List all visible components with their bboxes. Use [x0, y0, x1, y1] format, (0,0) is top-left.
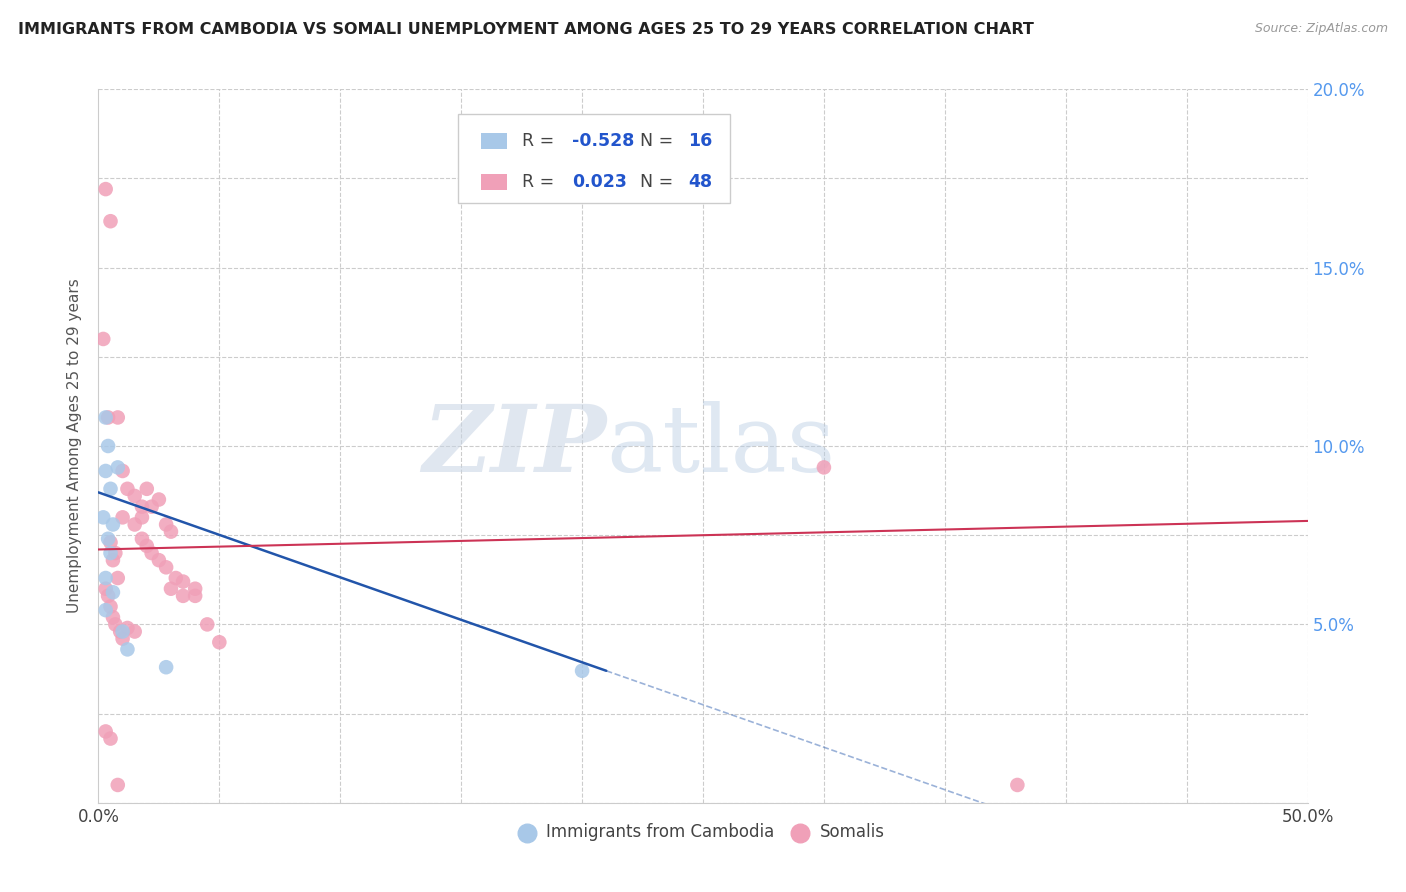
Point	[97, 410, 120, 425]
Text: ZIP: ZIP	[422, 401, 606, 491]
Point	[165, 571, 187, 585]
Point	[101, 553, 124, 567]
Point	[100, 482, 122, 496]
Point	[148, 492, 170, 507]
Point	[108, 624, 131, 639]
Point	[100, 535, 122, 549]
Text: 48: 48	[689, 173, 713, 191]
Point	[208, 635, 231, 649]
Point	[184, 589, 207, 603]
Point	[104, 546, 127, 560]
Point	[91, 510, 114, 524]
Point	[94, 571, 117, 585]
Point	[107, 410, 129, 425]
FancyBboxPatch shape	[481, 174, 508, 190]
Point	[100, 731, 122, 746]
Text: N =: N =	[640, 132, 673, 150]
Point	[131, 510, 153, 524]
Point	[1007, 778, 1029, 792]
Text: Source: ZipAtlas.com: Source: ZipAtlas.com	[1254, 22, 1388, 36]
Point	[155, 660, 177, 674]
Point	[155, 517, 177, 532]
Text: R =: R =	[522, 173, 554, 191]
Text: N =: N =	[640, 173, 673, 191]
Point	[97, 439, 120, 453]
Point	[101, 517, 124, 532]
Point	[141, 500, 163, 514]
Text: IMMIGRANTS FROM CAMBODIA VS SOMALI UNEMPLOYMENT AMONG AGES 25 TO 29 YEARS CORREL: IMMIGRANTS FROM CAMBODIA VS SOMALI UNEMP…	[18, 22, 1035, 37]
Point	[101, 585, 124, 599]
Text: 0.023: 0.023	[572, 173, 627, 191]
Text: 16: 16	[689, 132, 713, 150]
Point	[160, 582, 183, 596]
Point	[135, 539, 157, 553]
Point	[107, 460, 129, 475]
Point	[104, 617, 127, 632]
Point	[141, 546, 163, 560]
Point	[172, 589, 194, 603]
Point	[111, 464, 134, 478]
Point	[160, 524, 183, 539]
Point	[91, 332, 114, 346]
Point	[124, 517, 146, 532]
Text: -0.528: -0.528	[572, 132, 634, 150]
Y-axis label: Unemployment Among Ages 25 to 29 years: Unemployment Among Ages 25 to 29 years	[67, 278, 83, 614]
Point	[195, 617, 218, 632]
Point	[155, 560, 177, 574]
Point	[135, 482, 157, 496]
FancyBboxPatch shape	[457, 114, 730, 203]
Point	[94, 603, 117, 617]
Text: atlas: atlas	[606, 401, 835, 491]
Point	[101, 610, 124, 624]
Point	[124, 489, 146, 503]
Point	[107, 778, 129, 792]
Point	[107, 571, 129, 585]
Point	[100, 546, 122, 560]
Point	[97, 532, 120, 546]
Point	[124, 624, 146, 639]
Point	[131, 500, 153, 514]
Point	[94, 182, 117, 196]
Point	[148, 553, 170, 567]
Point	[117, 642, 139, 657]
Point	[94, 582, 117, 596]
Text: R =: R =	[522, 132, 554, 150]
Point	[94, 724, 117, 739]
Point	[111, 624, 134, 639]
Point	[100, 214, 122, 228]
Point	[111, 632, 134, 646]
Point	[111, 510, 134, 524]
Point	[172, 574, 194, 589]
Point	[184, 582, 207, 596]
Legend: Immigrants from Cambodia, Somalis: Immigrants from Cambodia, Somalis	[515, 817, 891, 848]
Point	[571, 664, 593, 678]
FancyBboxPatch shape	[481, 133, 508, 149]
Point	[813, 460, 835, 475]
Point	[94, 464, 117, 478]
Point	[117, 482, 139, 496]
Point	[94, 410, 117, 425]
Point	[131, 532, 153, 546]
Point	[117, 621, 139, 635]
Point	[100, 599, 122, 614]
Point	[97, 589, 120, 603]
